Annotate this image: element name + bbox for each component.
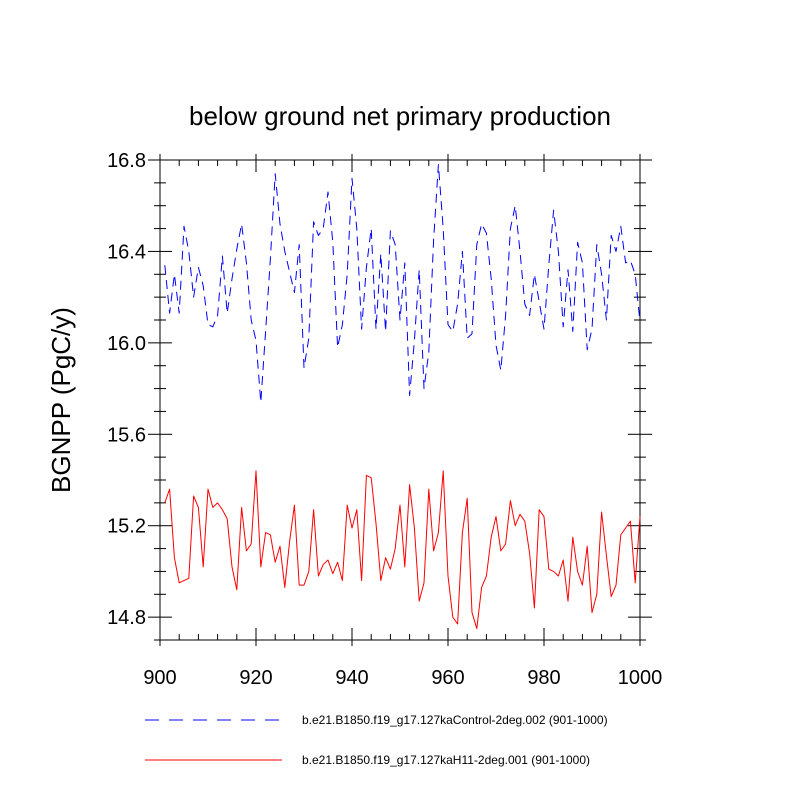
- series-line-h11: [164, 470, 641, 630]
- y-tick-label: 16.8: [107, 150, 146, 172]
- x-tick-label: 940: [335, 667, 368, 689]
- x-tick-label: 960: [431, 667, 464, 689]
- x-tick-label: 980: [527, 667, 560, 689]
- y-axis-label: BGNPP (PgC/y): [46, 307, 76, 493]
- chart-title: below ground net primary production: [189, 101, 611, 131]
- series-line-control: [164, 164, 641, 403]
- y-tick-label: 15.6: [107, 424, 146, 446]
- y-tick-label: 16.0: [107, 333, 146, 355]
- axis-ticks: [148, 154, 652, 646]
- legend-label-h11: b.e21.B1850.f19_g17.127kaH11-2deg.001 (9…: [302, 753, 590, 767]
- y-tick-label: 15.2: [107, 516, 146, 538]
- y-tick-label: 14.8: [107, 607, 146, 629]
- legend-label-control: b.e21.B1850.f19_g17.127kaControl-2deg.00…: [302, 713, 608, 727]
- x-tick-label: 920: [239, 667, 272, 689]
- axis-tick-labels: 900 920 940 960 980 1000 14.8 15.2 15.6 16.0 16.4 1…: [107, 150, 662, 689]
- series-layer: [164, 164, 641, 630]
- y-tick-label: 16.4: [107, 241, 146, 263]
- legend: b.e21.B1850.f19_g17.127kaControl-2deg.00…: [145, 713, 608, 767]
- plot-frame: [159, 159, 641, 641]
- x-tick-label: 1000: [618, 667, 663, 689]
- x-tick-label: 900: [143, 667, 176, 689]
